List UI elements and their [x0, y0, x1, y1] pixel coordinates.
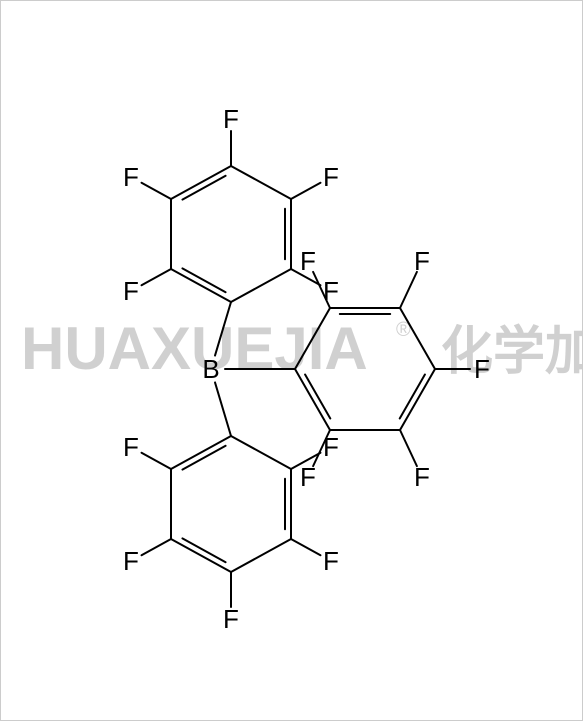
- fluorine-label: F: [323, 276, 339, 306]
- boron-label: B: [202, 354, 219, 384]
- watermark: HUAXUEJIA®化学加: [21, 315, 583, 382]
- fluorine-label: F: [123, 276, 139, 306]
- molecule-svg: HUAXUEJIA®化学加FFFFFFFFFFFFFFFB: [1, 1, 583, 721]
- fluorine-label: F: [123, 162, 139, 192]
- fluorine-label: F: [474, 354, 490, 384]
- svg-text:化学加: 化学加: [441, 323, 583, 381]
- fluorine-label: F: [223, 604, 239, 634]
- fluorine-label: F: [323, 546, 339, 576]
- fluorine-label: F: [323, 162, 339, 192]
- svg-text:HUAXUEJIA: HUAXUEJIA: [21, 315, 368, 382]
- fluorine-label: F: [223, 104, 239, 134]
- fluorine-label: F: [123, 432, 139, 462]
- fluorine-label: F: [300, 246, 316, 276]
- fluorine-label: F: [414, 462, 430, 492]
- diagram-container: HUAXUEJIA®化学加FFFFFFFFFFFFFFFB: [0, 0, 583, 721]
- fluorine-label: F: [123, 546, 139, 576]
- fluorine-label: F: [414, 246, 430, 276]
- fluorine-label: F: [323, 432, 339, 462]
- fluorine-label: F: [300, 462, 316, 492]
